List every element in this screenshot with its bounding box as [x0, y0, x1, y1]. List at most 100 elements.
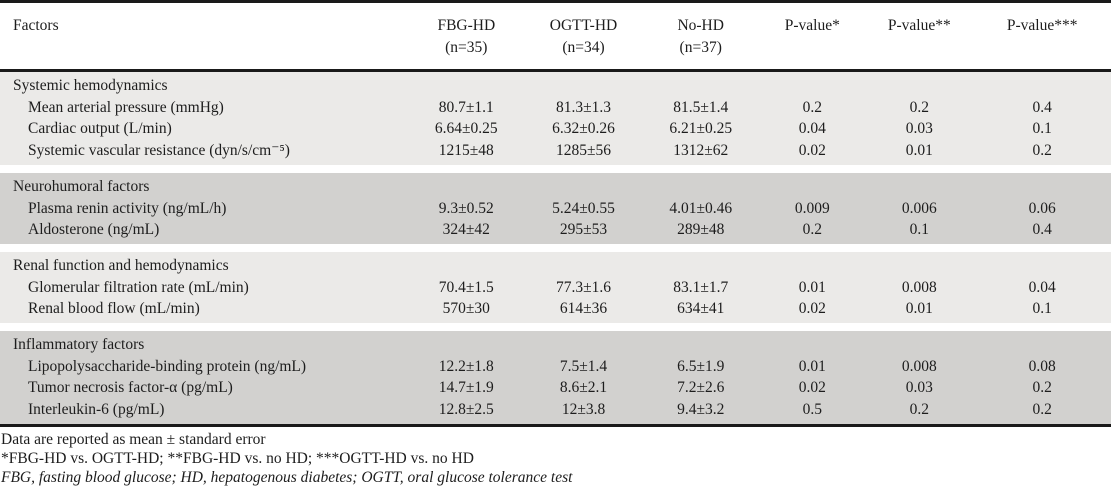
cell-value: 77.3±1.6: [524, 276, 643, 299]
table-row: Renal blood flow (mL/min) 570±30 614±36 …: [0, 298, 1111, 324]
cell-value: 81.3±1.3: [524, 96, 643, 119]
cell-value: 81.5±1.4: [642, 96, 760, 119]
cell-value: 1285±56: [524, 140, 643, 165]
cell-value: 0.008: [865, 276, 974, 299]
column-header-factors: Factors: [0, 1, 408, 72]
section-renal-function: Renal function and hemodynamics Glomerul…: [0, 251, 1111, 324]
cell-value: 0.01: [865, 298, 974, 324]
cell-value: 614±36: [524, 298, 643, 324]
section-title-row: Neurohumoral factors: [0, 172, 1111, 198]
group-name: OGTT-HD: [549, 17, 618, 34]
cell-value: 14.7±1.9: [407, 377, 525, 400]
row-label: Aldosterone (ng/mL): [0, 219, 408, 244]
cell-value: 7.5±1.4: [524, 355, 643, 378]
cell-value: 0.02: [759, 377, 866, 400]
cell-value: 0.008: [865, 355, 974, 378]
cell-value: 634±41: [642, 298, 760, 324]
section-gap: [0, 164, 1111, 173]
section-title-row: Systemic hemodynamics: [0, 70, 1111, 97]
row-label: Interleukin-6 (pg/mL): [0, 399, 408, 426]
group-n: (n=37): [679, 39, 722, 56]
table-row: Glomerular filtration rate (mL/min) 70.4…: [0, 276, 1111, 299]
cell-value: 1312±62: [642, 140, 760, 165]
cell-value: 0.1: [973, 118, 1111, 141]
row-label: Mean arterial pressure (mmHg): [0, 96, 408, 119]
row-label: Glomerular filtration rate (mL/min): [0, 276, 408, 299]
cell-value: 0.08: [973, 355, 1111, 378]
row-label: Renal blood flow (mL/min): [0, 298, 408, 324]
footnote-pvalue-comparisons: *FBG-HD vs. OGTT-HD; **FBG-HD vs. no HD;…: [1, 449, 474, 467]
table-row: Interleukin-6 (pg/mL) 12.8±2.5 12±3.8 9.…: [0, 399, 1111, 426]
cell-value: 6.64±0.25: [407, 118, 525, 141]
table-row: Lipopolysaccharide-binding protein (ng/m…: [0, 355, 1111, 378]
cell-value: 570±30: [407, 298, 525, 324]
cell-value: 0.01: [865, 140, 974, 165]
footnote-abbreviations: FBG, fasting blood glucose; HD, hepatoge…: [1, 468, 573, 486]
column-header-no-hd: No-HD (n=37): [642, 1, 760, 72]
cell-value: 12.2±1.8: [407, 355, 525, 378]
cell-value: 0.03: [865, 377, 974, 400]
column-header-fbg-hd: FBG-HD (n=35): [407, 1, 525, 72]
group-n: (n=35): [445, 39, 488, 56]
cell-value: 70.4±1.5: [407, 276, 525, 299]
cell-value: 5.24±0.55: [524, 197, 643, 220]
table-footnotes: Data are reported as mean ± standard err…: [0, 427, 1111, 487]
cell-value: 6.5±1.9: [642, 355, 760, 378]
cell-value: 0.2: [759, 219, 866, 244]
cell-value: 0.4: [973, 219, 1111, 244]
cell-value: 0.2: [973, 377, 1111, 400]
column-header-p-value-1: P-value*: [759, 1, 866, 72]
group-n: (n=34): [562, 39, 605, 56]
row-label: Systemic vascular resistance (dyn/s/cm⁻⁵…: [0, 140, 408, 165]
group-name: No-HD: [677, 17, 724, 34]
group-name: P-value***: [1006, 17, 1078, 34]
section-neurohumoral-factors: Neurohumoral factors Plasma renin activi…: [0, 172, 1111, 244]
section-title-row: Renal function and hemodynamics: [0, 251, 1111, 277]
column-header-p-value-2: P-value**: [865, 1, 974, 72]
cell-value: 0.2: [973, 399, 1111, 426]
group-name: P-value**: [887, 17, 951, 34]
table-row: Cardiac output (L/min) 6.64±0.25 6.32±0.…: [0, 118, 1111, 141]
cell-value: 0.01: [759, 355, 866, 378]
table-row: Tumor necrosis factor-α (pg/mL) 14.7±1.9…: [0, 377, 1111, 400]
cell-value: 0.06: [973, 197, 1111, 220]
header-row: Factors FBG-HD (n=35) OGTT-HD (n=34) No-…: [0, 1, 1111, 72]
section-gap: [0, 243, 1111, 252]
cell-value: 0.02: [759, 140, 866, 165]
cell-value: 0.5: [759, 399, 866, 426]
column-header-ogtt-hd: OGTT-HD (n=34): [524, 1, 643, 72]
cell-value: 0.03: [865, 118, 974, 141]
table-header: Factors FBG-HD (n=35) OGTT-HD (n=34) No-…: [0, 1, 1111, 72]
cell-value: 324±42: [407, 219, 525, 244]
cell-value: 0.04: [973, 276, 1111, 299]
cell-value: 83.1±1.7: [642, 276, 760, 299]
row-label: Plasma renin activity (ng/mL/h): [0, 197, 408, 220]
cell-value: 0.009: [759, 197, 866, 220]
row-label: Lipopolysaccharide-binding protein (ng/m…: [0, 355, 408, 378]
cell-value: 0.1: [865, 219, 974, 244]
cell-value: 295±53: [524, 219, 643, 244]
cell-value: 9.3±0.52: [407, 197, 525, 220]
section-title: Inflammatory factors: [0, 331, 1111, 356]
cell-value: 0.04: [759, 118, 866, 141]
cell-value: 0.2: [865, 399, 974, 426]
section-systemic-hemodynamics: Systemic hemodynamics Mean arterial pres…: [0, 70, 1111, 165]
section-title: Systemic hemodynamics: [0, 70, 1111, 97]
data-table: Factors FBG-HD (n=35) OGTT-HD (n=34) No-…: [0, 0, 1111, 427]
cell-value: 0.1: [973, 298, 1111, 324]
column-header-p-value-3: P-value***: [973, 1, 1111, 72]
section-title: Neurohumoral factors: [0, 172, 1111, 198]
section-inflammatory-factors: Inflammatory factors Lipopolysaccharide-…: [0, 331, 1111, 426]
cell-value: 0.4: [973, 96, 1111, 119]
cell-value: 1215±48: [407, 140, 525, 165]
section-title: Renal function and hemodynamics: [0, 251, 1111, 277]
section-title-row: Inflammatory factors: [0, 331, 1111, 356]
section-gap: [0, 323, 1111, 332]
table-row: Mean arterial pressure (mmHg) 80.7±1.1 8…: [0, 96, 1111, 119]
cell-value: 0.2: [973, 140, 1111, 165]
cell-value: 0.01: [759, 276, 866, 299]
table-row: Plasma renin activity (ng/mL/h) 9.3±0.52…: [0, 197, 1111, 220]
footnote-mean-se: Data are reported as mean ± standard err…: [1, 430, 266, 448]
cell-value: 12.8±2.5: [407, 399, 525, 426]
